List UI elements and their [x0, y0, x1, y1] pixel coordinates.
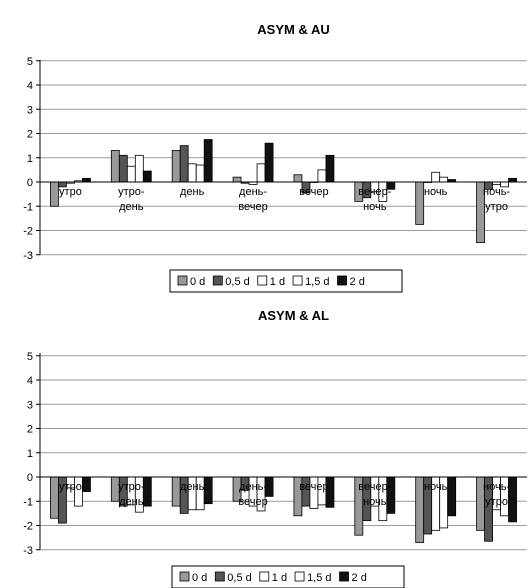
bar — [264, 142, 274, 183]
legend-swatch — [259, 571, 270, 582]
y-tick-label: -3 — [23, 545, 33, 557]
y-tick-label: 4 — [27, 375, 33, 387]
y-tick-label: 4 — [27, 80, 33, 92]
legend-box — [169, 269, 403, 293]
y-tick-label: 1 — [27, 448, 33, 460]
chart-title: ASYM & AU — [257, 22, 329, 37]
legend-entry: 0 d — [190, 276, 205, 288]
legend-swatch — [339, 571, 349, 582]
bar — [431, 171, 441, 183]
legend-entry: 1 d — [272, 572, 287, 584]
y-tick-label: 2 — [27, 424, 33, 436]
x-category-label: утро — [485, 201, 508, 213]
y-tick-label: 3 — [27, 104, 33, 116]
x-category-label: вечер — [299, 186, 328, 198]
legend-entry: 0,5 d — [225, 276, 249, 288]
y-tick-label: -1 — [23, 496, 33, 508]
legend-entry: 1 d — [270, 276, 285, 288]
x-category-label: день- — [239, 481, 267, 493]
y-tick-label: 5 — [27, 56, 33, 68]
x-category-label: ночь- — [483, 186, 510, 198]
bar — [50, 181, 59, 207]
legend-swatch — [294, 571, 305, 582]
bar — [179, 145, 189, 183]
legend-entry: 0,5 d — [227, 572, 251, 584]
y-tick-label: -3 — [23, 250, 33, 262]
legend-entry: 1,5 d — [305, 276, 329, 288]
legend-entry: 0 d — [192, 572, 207, 584]
y-tick-label: -2 — [23, 226, 33, 238]
bar — [508, 177, 517, 183]
x-category-label: утро- — [118, 186, 145, 198]
x-category-label: день — [119, 201, 144, 213]
legend-swatch — [337, 275, 347, 286]
bar — [415, 181, 425, 225]
bar — [203, 139, 213, 183]
bar — [82, 476, 91, 492]
x-category-label: вечер — [238, 496, 267, 508]
y-tick-label: 5 — [27, 351, 33, 363]
bar — [126, 165, 136, 183]
legend-entry: 1,5 d — [307, 572, 331, 584]
x-category-label: ночь — [363, 201, 387, 213]
x-category-label: ночь — [424, 186, 448, 198]
y-tick-label: -2 — [23, 521, 33, 533]
x-category-label: утро- — [118, 481, 145, 493]
bar — [134, 154, 144, 183]
legend-swatch — [257, 275, 268, 286]
chart-asym-au: ASYM & AU 5 4 3 2 1 0 -1 -2 -3 утро утро-день день де… — [23, 22, 527, 293]
x-category-label: день — [180, 481, 205, 493]
x-category-label: утро — [59, 186, 82, 198]
bar — [439, 176, 449, 183]
bar — [447, 476, 457, 517]
y-tick-label: 3 — [27, 399, 33, 411]
y-tick-label: 0 — [27, 177, 33, 189]
bar — [317, 169, 327, 183]
x-category-label: утро — [485, 496, 508, 508]
bar — [293, 174, 303, 183]
bar — [110, 150, 120, 183]
chart-title: ASYM & AL — [258, 308, 329, 323]
bar — [325, 154, 335, 183]
bar — [142, 170, 152, 183]
bar — [171, 150, 181, 183]
bar — [50, 476, 59, 519]
bar — [118, 154, 128, 183]
bar — [203, 476, 213, 505]
x-category-label: день- — [239, 186, 267, 198]
y-tick-label: -1 — [23, 201, 33, 213]
x-category-label: ночь- — [483, 481, 510, 493]
x-category-label: вечер — [238, 201, 267, 213]
legend-entry: 2 d — [350, 276, 365, 288]
x-category-label: вечер — [299, 481, 328, 493]
y-tick-label: 2 — [27, 129, 33, 141]
x-category-label: день — [119, 496, 144, 508]
bar — [82, 177, 91, 183]
legend-swatch — [212, 275, 223, 286]
legend-swatch — [179, 571, 190, 582]
bar — [232, 176, 242, 183]
x-category-label: вечер- — [358, 481, 391, 493]
legend-swatch — [292, 275, 303, 286]
x-category-label: вечер- — [358, 186, 391, 198]
bar — [195, 164, 205, 183]
x-category-label: ночь — [424, 481, 448, 493]
x-category-label: день — [180, 186, 205, 198]
bar — [171, 476, 181, 507]
y-tick-label: 0 — [27, 472, 33, 484]
legend-entry: 2 d — [352, 572, 367, 584]
x-category-label: утро — [59, 481, 82, 493]
x-category-label: ночь — [363, 496, 387, 508]
bar — [415, 476, 425, 543]
bar — [187, 163, 197, 183]
legend-swatch — [214, 571, 225, 582]
bar — [256, 163, 266, 183]
legend-box — [171, 565, 405, 588]
legend-swatch — [177, 275, 188, 286]
chart-asym-al: ASYM & AL 5 4 3 2 1 0 -1 -2 -3 утро утро-день день де… — [23, 308, 527, 588]
y-tick-label: 1 — [27, 153, 33, 165]
